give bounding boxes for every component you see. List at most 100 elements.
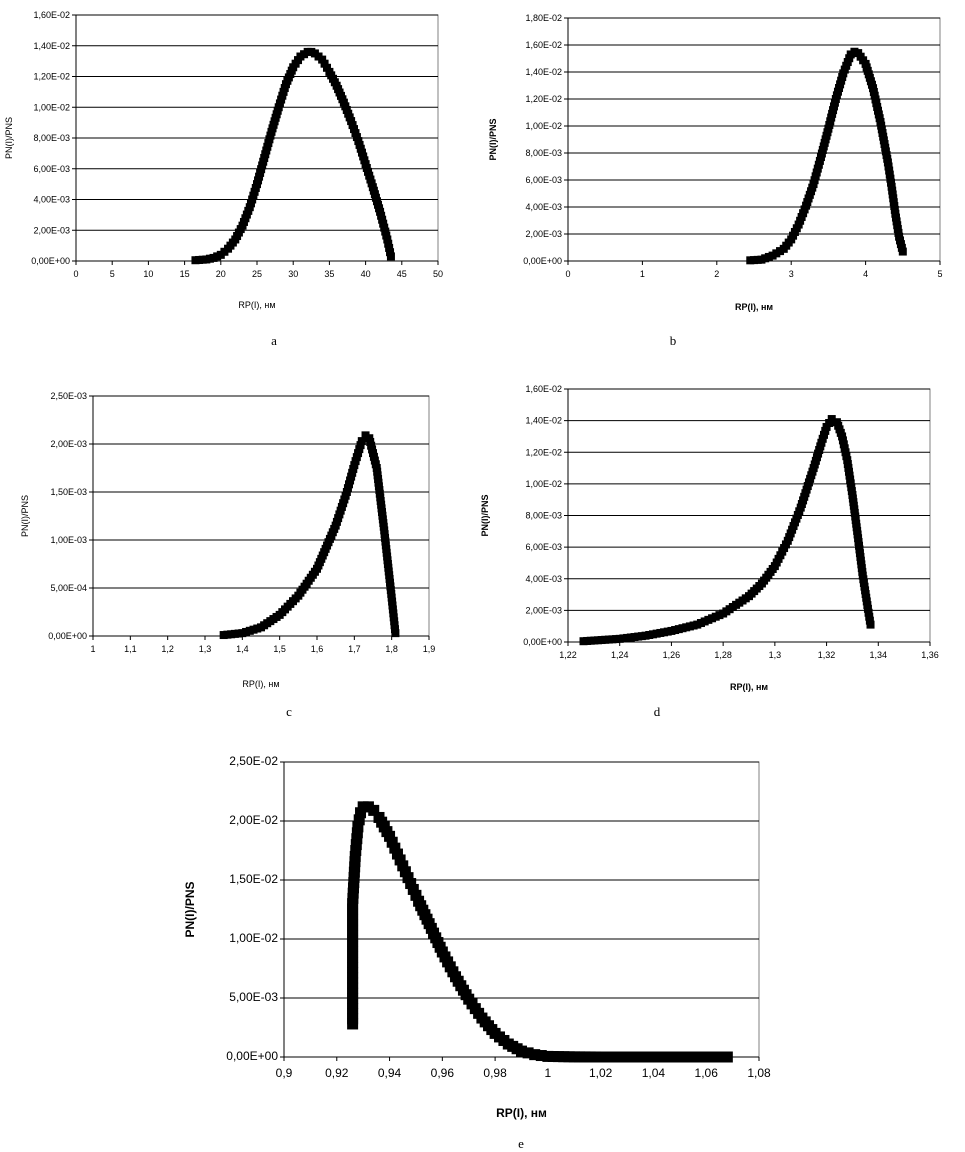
data-point — [385, 243, 394, 252]
data-point — [355, 807, 367, 819]
panel-label: b — [670, 333, 677, 348]
data-point — [320, 59, 329, 68]
data-point — [349, 850, 361, 862]
x-tick-label: 1,32 — [818, 650, 836, 660]
x-axis-label: RP(I), нм — [242, 679, 279, 689]
y-axis-label: PN(I)/PNS — [20, 495, 30, 537]
x-tick-label: 1,36 — [921, 650, 939, 660]
x-tick-label: 1 — [640, 269, 645, 279]
data-point — [402, 872, 414, 884]
x-tick-label: 1,4 — [236, 644, 249, 654]
data-point — [885, 170, 894, 179]
y-tick-label: 4,00E-03 — [525, 574, 562, 584]
y-tick-label: 8,00E-03 — [525, 511, 562, 521]
data-point — [386, 836, 398, 848]
y-tick-label: 0,00E+00 — [523, 256, 562, 266]
data-point — [883, 158, 892, 167]
y-tick-label: 1,00E-02 — [525, 121, 562, 131]
x-tick-label: 2 — [714, 269, 719, 279]
y-tick-label: 1,40E-02 — [33, 41, 70, 51]
y-tick-label: 4,00E-03 — [525, 202, 562, 212]
x-tick-label: 1 — [90, 644, 95, 654]
y-tick-label: 6,00E-03 — [33, 164, 70, 174]
x-tick-label: 0,98 — [483, 1066, 507, 1080]
chart-b: 0,00E+00 2,00E-03 4,00E-03 6,00E-03 8,00E-03… — [488, 13, 943, 348]
data-point — [516, 1045, 527, 1057]
x-tick-label: 1,04 — [642, 1066, 666, 1080]
data-point — [887, 178, 896, 187]
y-tick-label: 0,00E+00 — [523, 637, 562, 647]
plot-area — [567, 17, 941, 262]
x-tick-label: 5 — [937, 269, 942, 279]
x-tick-label: 45 — [397, 269, 407, 279]
y-tick-label: 2,00E-03 — [50, 439, 87, 449]
data-point — [383, 235, 392, 244]
x-tick-label: 20 — [216, 269, 226, 279]
x-tick-label: 40 — [361, 269, 371, 279]
data-point — [386, 252, 395, 261]
data-point — [535, 1050, 547, 1062]
x-tick-label: 10 — [143, 269, 153, 279]
chart-e: 0,00E+00 5,00E-03 1,00E-02 1,50E-02 2,00E-02… — [183, 754, 771, 1151]
data-point — [886, 174, 895, 183]
y-tick-label: 8,00E-03 — [525, 148, 562, 158]
x-tick-label: 1,1 — [124, 644, 137, 654]
data-point — [318, 55, 327, 64]
x-axis-label: RP(I), нм — [496, 1106, 547, 1120]
y-tick-label: 0,00E+00 — [48, 631, 87, 641]
x-tick-label: 0,96 — [431, 1066, 455, 1080]
chart-d: 0,00E+00 2,00E-03 4,00E-03 6,00E-03 8,00E-03… — [480, 384, 939, 719]
data-point — [721, 1051, 733, 1063]
y-tick-label: 1,60E-02 — [525, 384, 562, 394]
y-tick-label: 2,00E-02 — [229, 813, 278, 827]
x-tick-label: 0,92 — [325, 1066, 349, 1080]
panel-label: a — [271, 333, 277, 348]
x-tick-label: 0 — [565, 269, 570, 279]
data-point — [352, 821, 364, 833]
x-tick-label: 1,5 — [273, 644, 286, 654]
x-tick-label: 1,34 — [870, 650, 888, 660]
y-axis-label: PN(I)/PNS — [183, 881, 197, 937]
data-point — [405, 878, 417, 890]
x-tick-label: 1,3 — [199, 644, 212, 654]
panel-label: e — [518, 1136, 524, 1151]
x-tick-label: 0,94 — [378, 1066, 402, 1080]
data-point — [351, 833, 363, 845]
y-tick-label: 2,50E-02 — [229, 754, 278, 768]
data-point — [827, 415, 836, 424]
x-tick-label: 1,6 — [311, 644, 324, 654]
data-point — [384, 830, 396, 842]
data-point — [529, 1049, 541, 1061]
x-tick-label: 1,2 — [161, 644, 174, 654]
data-point — [351, 827, 363, 839]
x-tick-label: 1,06 — [695, 1066, 719, 1080]
x-tick-label: 50 — [433, 269, 443, 279]
data-point — [391, 629, 400, 638]
y-axis-label: PN(I)/PNS — [488, 118, 498, 160]
y-tick-label: 1,20E-02 — [33, 72, 70, 82]
data-point — [898, 247, 907, 256]
y-tick-label: 1,00E-02 — [229, 931, 278, 945]
x-tick-label: 1,24 — [611, 650, 629, 660]
x-tick-label: 0 — [73, 269, 78, 279]
data-point — [386, 248, 395, 257]
data-point — [384, 239, 393, 248]
x-tick-label: 5 — [110, 269, 115, 279]
x-tick-label: 35 — [324, 269, 334, 279]
x-tick-label: 1,28 — [714, 650, 732, 660]
y-tick-label: 1,50E-03 — [50, 487, 87, 497]
data-point — [350, 845, 362, 856]
y-tick-label: 1,00E-03 — [50, 535, 87, 545]
y-tick-label: 1,60E-02 — [525, 40, 562, 50]
data-point — [397, 860, 409, 872]
data-point — [353, 814, 365, 826]
data-point — [322, 63, 331, 72]
y-tick-label: 1,20E-02 — [525, 447, 562, 457]
y-tick-label: 1,40E-02 — [525, 416, 562, 426]
y-tick-label: 0,00E+00 — [31, 256, 70, 266]
x-tick-label: 0,9 — [276, 1066, 293, 1080]
y-tick-label: 2,00E-03 — [33, 225, 70, 235]
chart-c: 0,00E+00 5,00E-04 1,00E-03 1,50E-03 2,00E-03… — [20, 391, 435, 719]
x-tick-label: 25 — [252, 269, 262, 279]
